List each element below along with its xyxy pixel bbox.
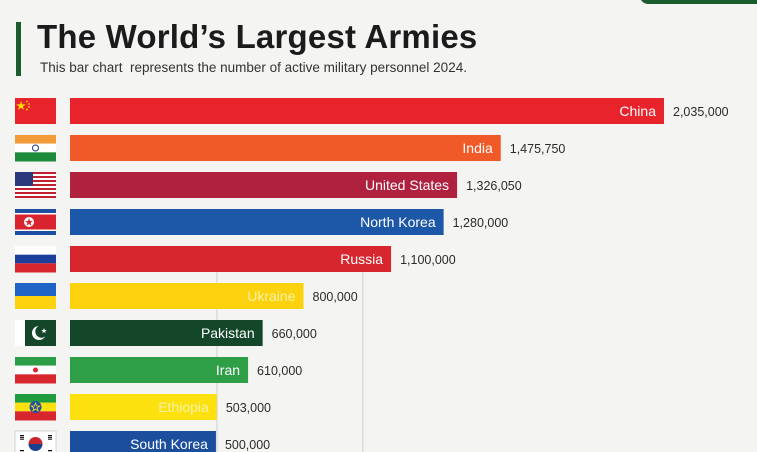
bar-label-ethiopia: Ethiopia	[158, 399, 209, 415]
value-label-north-korea: 1,280,000	[453, 216, 509, 230]
bar-label-united-states: United States	[365, 177, 449, 193]
value-label-russia: 1,100,000	[400, 253, 456, 267]
iran-flag-icon	[15, 357, 56, 384]
bar-south-korea	[70, 431, 216, 452]
bar-label-iran: Iran	[216, 362, 240, 378]
bar-north-korea	[70, 209, 444, 235]
bar-label-south-korea: South Korea	[130, 436, 208, 452]
ukraine-flag-icon	[15, 283, 56, 309]
russia-flag-icon	[15, 246, 56, 273]
bar-iran	[70, 357, 249, 383]
bar-china	[70, 98, 664, 124]
pakistan-flag-icon	[15, 320, 56, 346]
value-label-iran: 610,000	[257, 364, 302, 378]
bar-label-russia: Russia	[340, 251, 383, 267]
south-korea-flag-icon	[14, 430, 57, 452]
bar-pakistan	[70, 320, 263, 346]
title-accent-bar	[16, 22, 21, 76]
value-label-ethiopia: 503,000	[226, 401, 271, 415]
page-title: The World’s Largest Armies	[37, 18, 478, 55]
india-flag-icon	[15, 135, 56, 162]
bar-label-north-korea: North Korea	[360, 214, 436, 230]
value-label-pakistan: 660,000	[272, 327, 317, 341]
top-accent-tab	[640, 0, 757, 4]
bar-russia	[70, 246, 392, 272]
value-label-ukraine: 800,000	[313, 290, 358, 304]
bar-ethiopia	[70, 394, 217, 420]
bar-india	[70, 135, 501, 161]
page-subtitle: This bar chart represents the number of …	[40, 60, 467, 75]
bar-label-pakistan: Pakistan	[201, 325, 255, 341]
value-label-south-korea: 500,000	[225, 438, 270, 452]
ethiopia-flag-icon	[15, 394, 56, 421]
value-label-united-states: 1,326,050	[466, 179, 522, 193]
bar-label-india: India	[462, 140, 493, 156]
china-flag-icon	[15, 98, 56, 124]
bar-label-china: China	[619, 103, 656, 119]
usa-flag-icon	[15, 172, 56, 198]
bar-label-ukraine: Ukraine	[247, 288, 295, 304]
bar-ukraine	[70, 283, 304, 309]
value-label-india: 1,475,750	[510, 142, 566, 156]
value-label-china: 2,035,000	[673, 105, 729, 119]
north-korea-flag-icon	[15, 209, 56, 235]
bar-united-states	[70, 172, 458, 198]
